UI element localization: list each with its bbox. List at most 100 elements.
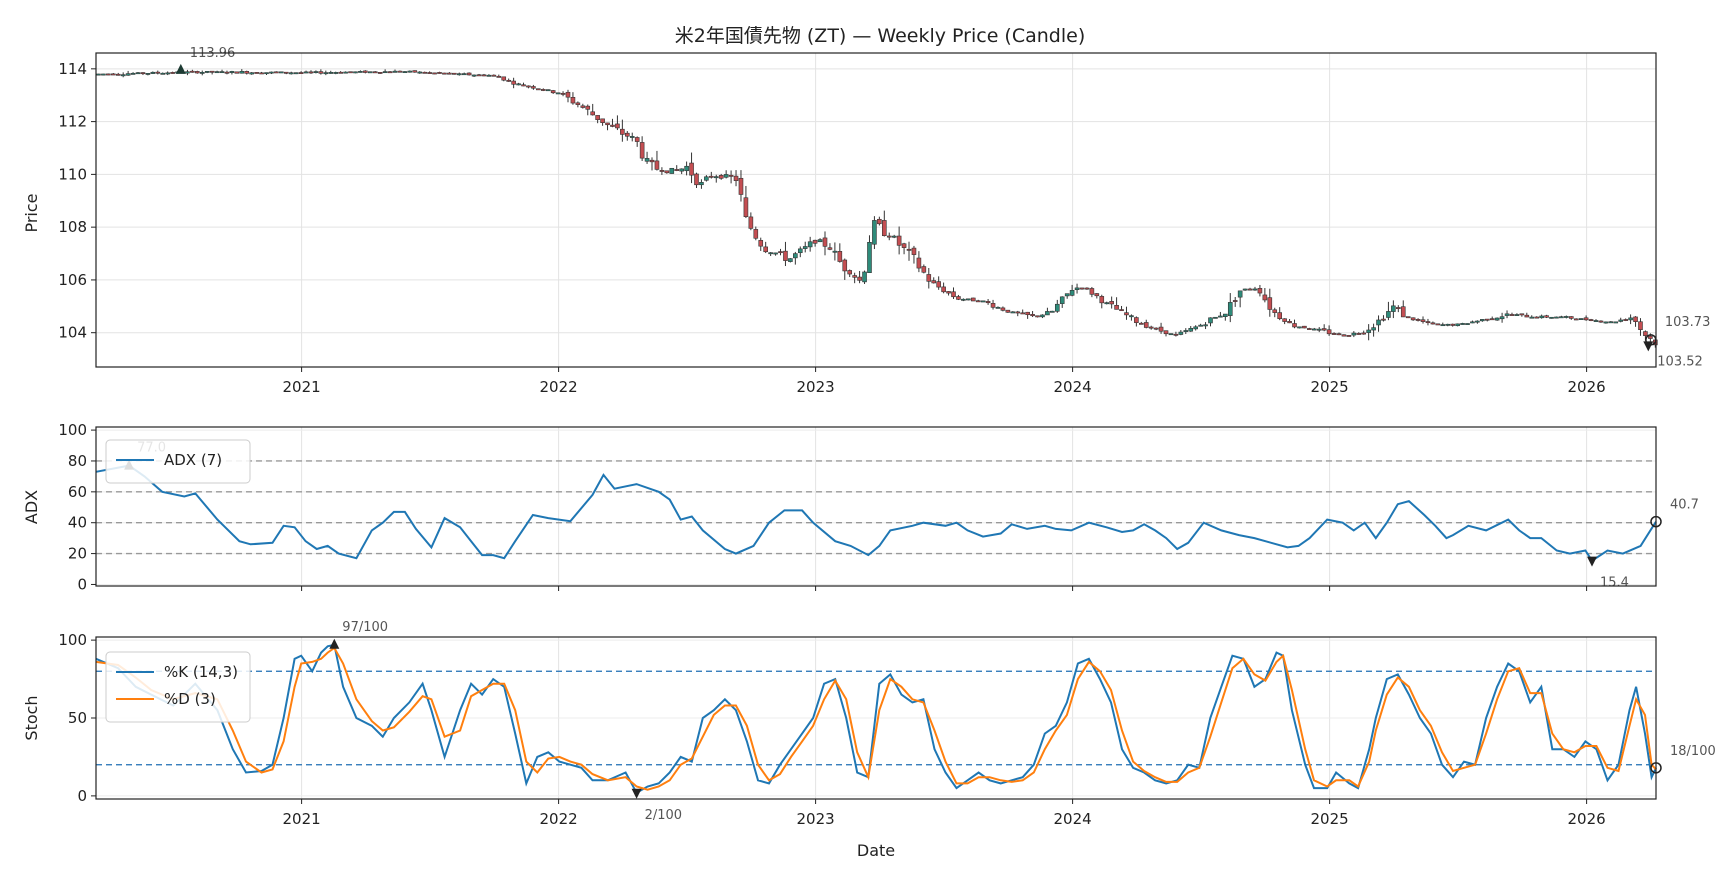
candle-body — [516, 83, 521, 86]
candle-body — [852, 275, 857, 278]
candle-body — [115, 73, 121, 76]
candle-body — [402, 71, 408, 74]
candle-body — [842, 259, 848, 272]
candle-body — [877, 218, 882, 225]
candle-body — [565, 91, 571, 98]
ytick-label: 100 — [58, 421, 87, 439]
candle-body — [432, 72, 437, 75]
series-line — [95, 646, 1657, 791]
candle-body — [461, 73, 467, 76]
candle-body — [674, 169, 680, 171]
adx-xticks — [301, 586, 1588, 591]
candle-body — [407, 70, 413, 73]
xtick-label: 2025 — [1311, 810, 1349, 828]
candle-body — [204, 70, 210, 73]
candle-body — [1356, 333, 1362, 335]
candle-body — [980, 300, 986, 303]
adx-annotations: 77.015.440.7 — [124, 441, 1699, 591]
max-label: 97/100 — [342, 620, 388, 635]
candle-body — [882, 220, 887, 237]
candle-body — [1025, 311, 1030, 316]
candle-body — [279, 71, 284, 74]
candle-body — [392, 70, 398, 73]
candle-body — [1074, 287, 1080, 290]
candle-body — [1648, 335, 1653, 339]
candle-body — [1227, 302, 1233, 316]
ytick-label: 114 — [58, 60, 87, 78]
candle-body — [985, 301, 991, 304]
candle-body — [664, 170, 670, 174]
candle-body — [709, 175, 714, 178]
candle-body — [155, 71, 161, 74]
candle-body — [323, 72, 329, 75]
candle-body — [1134, 317, 1139, 323]
candle-body — [501, 76, 507, 81]
candle-body — [1232, 300, 1238, 302]
price-candles — [96, 69, 1658, 348]
xtick-label: 2025 — [1311, 378, 1349, 396]
candle-body — [738, 177, 744, 195]
legend-label: %K (14,3) — [164, 663, 238, 681]
candle-body — [1425, 321, 1431, 324]
candle-body — [288, 72, 294, 75]
candle-body — [970, 297, 976, 302]
candle-body — [723, 174, 729, 178]
candle-body — [1603, 321, 1609, 324]
xtick-label: 2022 — [540, 810, 578, 828]
candle-body — [891, 235, 897, 238]
candle-body — [1366, 329, 1371, 333]
candle-body — [817, 239, 823, 243]
candle-body — [1376, 319, 1381, 326]
candle-body — [348, 71, 353, 74]
candle-body — [422, 71, 427, 74]
xtick-label: 2026 — [1568, 378, 1606, 396]
candle-body — [966, 298, 971, 301]
candle-body — [926, 274, 932, 282]
candle-body — [1272, 309, 1278, 313]
candle-body — [1208, 317, 1213, 324]
candle-body — [941, 286, 946, 293]
candle-body — [1638, 321, 1643, 330]
candle-body — [1504, 313, 1510, 316]
candle-body — [625, 132, 630, 137]
xtick-label: 2026 — [1568, 810, 1606, 828]
candle-body — [793, 253, 798, 259]
last-label: 40.7 — [1670, 498, 1699, 513]
min-marker — [1643, 341, 1654, 352]
candle-body — [1529, 316, 1535, 319]
candle-body — [1633, 316, 1638, 322]
candle-body — [1519, 313, 1525, 316]
candle-body — [1336, 333, 1342, 336]
min-label: 2/100 — [645, 808, 682, 823]
candle-body — [170, 72, 175, 74]
ytick-label: 50 — [68, 709, 87, 727]
candle-body — [857, 276, 862, 281]
candle-body — [274, 71, 279, 74]
candle-body — [1420, 319, 1426, 322]
candle-body — [1450, 323, 1455, 326]
price-frame — [95, 52, 1657, 368]
candle-body — [1005, 309, 1011, 313]
ytick-label: 0 — [77, 575, 87, 593]
candle-body — [224, 71, 230, 74]
last-label: 103.73 — [1665, 315, 1711, 330]
candle-body — [1292, 323, 1297, 328]
candle-body — [1470, 321, 1475, 324]
candle-body — [639, 142, 645, 159]
candle-body — [1564, 316, 1569, 318]
ytick-label: 20 — [68, 545, 87, 563]
xtick-label: 2023 — [797, 810, 835, 828]
last-label: 18/100 — [1670, 744, 1716, 759]
candle-body — [704, 176, 709, 181]
candle-body — [560, 92, 566, 95]
candle-body — [1143, 322, 1149, 328]
candle-body — [936, 281, 941, 288]
adx-yticks: 0 20 40 60 80 100 — [58, 421, 96, 593]
candle-body — [1114, 305, 1119, 310]
stoch-grid — [96, 637, 1656, 799]
candle-body — [1554, 316, 1559, 319]
candle-body — [318, 71, 324, 74]
candle-body — [1257, 288, 1263, 294]
candle-body — [1064, 293, 1070, 297]
candle-body — [219, 71, 225, 74]
